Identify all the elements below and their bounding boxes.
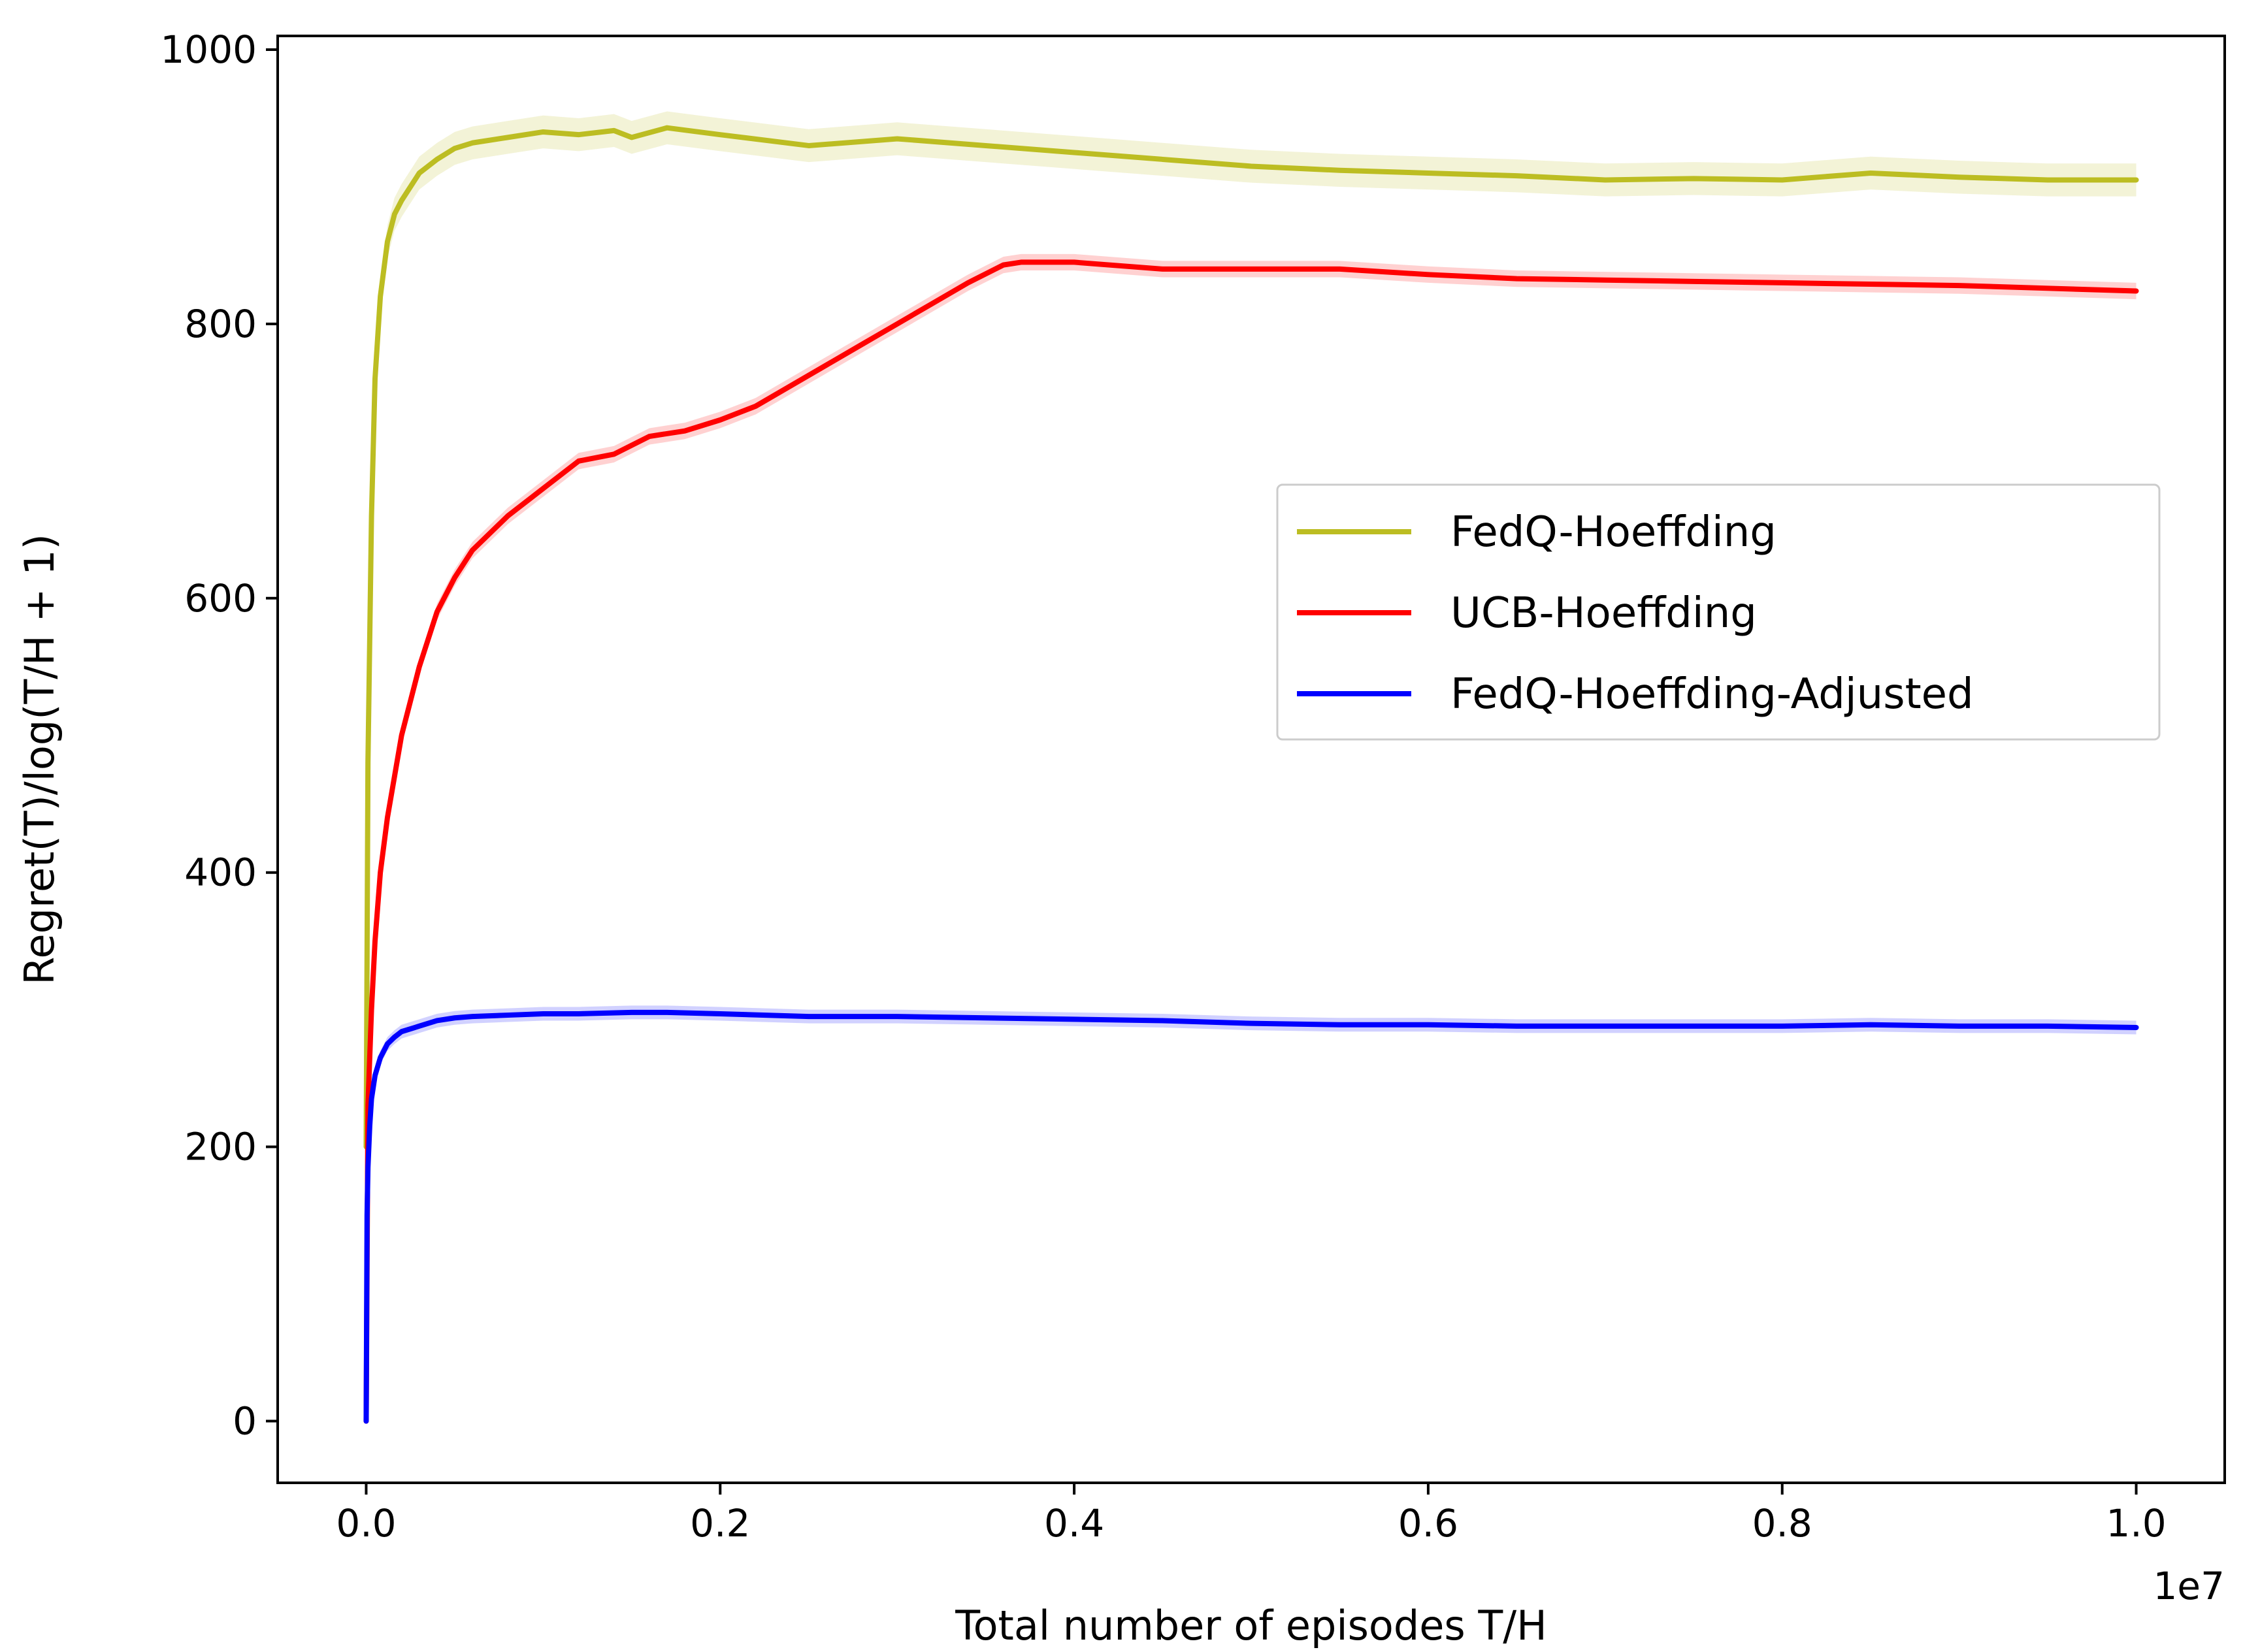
legend-label: UCB-Hoeffding	[1450, 589, 1757, 638]
series-lines	[363, 125, 2139, 1424]
x-axis-ticks: 0.0 0.2 0.4 0.6 0.8 1.0	[336, 1483, 2167, 1546]
y-tick-label: 600	[184, 576, 257, 621]
y-axis-ticks: 0 200 400 600 800 1000	[160, 27, 278, 1444]
y-tick-label: 1000	[160, 27, 257, 72]
y-tick-label: 0	[233, 1399, 257, 1444]
series-line-0	[363, 125, 2139, 1150]
legend-label: FedQ-Hoeffding	[1450, 508, 1776, 557]
series-line-2	[363, 1009, 2139, 1424]
y-tick-label: 400	[184, 850, 257, 895]
plot-frame	[276, 35, 2226, 1484]
legend: FedQ-Hoeffding UCB-Hoeffding FedQ-Hoeffdin…	[1276, 483, 2161, 741]
legend-box	[1276, 483, 2161, 741]
x-tick-label: 1.0	[2106, 1501, 2166, 1546]
y-axis-label: Regret(T)/log(T/H + 1)	[16, 534, 63, 985]
x-tick-label: 0.0	[336, 1501, 396, 1546]
x-tick-label: 0.2	[690, 1501, 750, 1546]
x-axis-label: Total number of episodes T/H	[955, 1602, 1547, 1649]
y-tick-label: 800	[184, 302, 257, 346]
x-tick-label: 0.8	[1752, 1501, 1812, 1546]
y-tick-label: 200	[184, 1125, 257, 1169]
x-tick-label: 0.4	[1044, 1501, 1104, 1546]
x-tick-label: 0.6	[1398, 1501, 1458, 1546]
series-line-1	[363, 259, 2139, 1424]
x-axis-offset-label: 1e7	[2153, 1564, 2225, 1608]
legend-items: FedQ-Hoeffding UCB-Hoeffding FedQ-Hoeffdin…	[1297, 508, 1974, 719]
legend-label: FedQ-Hoeffding-Adjusted	[1450, 670, 1974, 719]
